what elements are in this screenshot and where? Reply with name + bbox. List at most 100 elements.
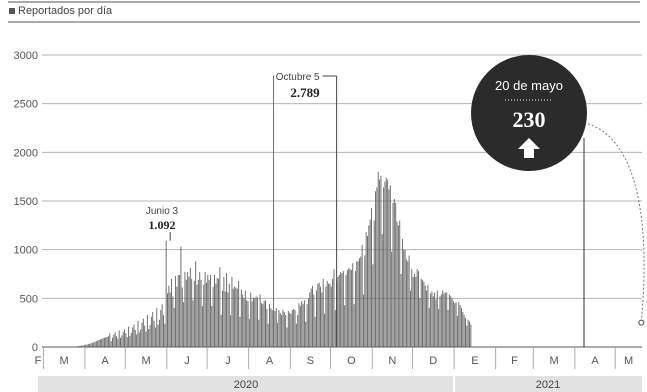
- daily-bar: [301, 301, 303, 347]
- may-20-date-label: 20 de mayo: [495, 78, 563, 93]
- daily-bar: [401, 238, 403, 347]
- daily-bar: [110, 341, 112, 347]
- daily-bar: [452, 301, 454, 347]
- x-month-label: J: [184, 355, 190, 367]
- legend-label: Reportados por día: [18, 5, 113, 17]
- daily-bar: [235, 287, 237, 347]
- daily-bar: [393, 199, 395, 347]
- daily-bar: [79, 345, 81, 347]
- x-month-label: D: [429, 355, 437, 367]
- daily-bar: [467, 319, 469, 347]
- daily-bar: [395, 202, 397, 347]
- daily-bar: [109, 333, 111, 347]
- daily-bar: [309, 292, 311, 347]
- daily-bar: [321, 292, 323, 347]
- daily-bar: [145, 331, 147, 347]
- daily-bar: [197, 279, 199, 347]
- daily-bar: [367, 236, 368, 347]
- daily-bar: [345, 274, 347, 347]
- y-tick-label: 3000: [14, 50, 38, 62]
- daily-bar: [295, 323, 297, 347]
- daily-bar: [156, 308, 158, 347]
- daily-bar: [422, 279, 424, 347]
- daily-bar: [305, 321, 307, 347]
- daily-bar: [78, 346, 80, 347]
- daily-bar: [254, 298, 256, 347]
- daily-bar: [142, 318, 144, 347]
- x-month-label: E: [471, 355, 478, 367]
- daily-bar: [416, 269, 418, 347]
- x-month-label: M: [60, 355, 69, 367]
- daily-bar: [391, 251, 393, 347]
- daily-bar: [380, 175, 382, 347]
- daily-bar: [85, 344, 87, 347]
- daily-bar: [231, 276, 233, 347]
- daily-bar: [172, 296, 174, 347]
- daily-bar: [199, 272, 201, 347]
- daily-bar: [322, 278, 324, 347]
- daily-bar: [252, 297, 254, 347]
- daily-bar: [179, 274, 181, 347]
- daily-bar: [350, 270, 352, 347]
- daily-bar: [332, 278, 334, 347]
- daily-bar: [177, 274, 179, 347]
- daily-bar: [195, 261, 197, 347]
- daily-bar: [424, 285, 426, 347]
- daily-bar: [360, 256, 362, 347]
- x-month-label: F: [35, 355, 42, 367]
- daily-bar: [83, 345, 85, 347]
- daily-bar: [396, 221, 398, 347]
- daily-bar: [470, 324, 472, 347]
- daily-bar: [180, 246, 182, 347]
- daily-bar: [120, 337, 122, 347]
- daily-bar: [431, 291, 433, 347]
- daily-bar: [306, 304, 308, 347]
- daily-bar: [230, 314, 232, 347]
- daily-bar: [260, 303, 262, 347]
- daily-bar: [383, 187, 385, 347]
- daily-bar: [102, 338, 104, 347]
- daily-bar: [313, 294, 315, 347]
- daily-bar: [438, 309, 440, 347]
- x-month-label: A: [591, 355, 599, 367]
- daily-bar: [469, 321, 470, 347]
- daily-bar: [364, 255, 366, 347]
- daily-bar: [334, 310, 336, 347]
- daily-bar: [405, 259, 407, 347]
- daily-bar: [419, 298, 421, 347]
- daily-bar: [330, 286, 332, 347]
- daily-bar: [290, 313, 292, 347]
- daily-bar: [356, 261, 358, 347]
- daily-bar: [149, 325, 151, 347]
- daily-bar: [341, 273, 343, 347]
- daily-bar: [81, 345, 83, 347]
- daily-bar: [439, 296, 441, 347]
- daily-bar: [270, 308, 272, 347]
- daily-bar: [75, 346, 77, 347]
- daily-bar: [362, 294, 364, 347]
- daily-bar: [189, 268, 191, 347]
- daily-bar: [82, 345, 84, 347]
- x-month-label: S: [307, 355, 314, 367]
- daily-bar: [105, 337, 107, 347]
- daily-bar: [454, 303, 456, 347]
- daily-bar: [89, 343, 91, 347]
- daily-bar: [77, 346, 79, 347]
- daily-bar: [267, 323, 269, 347]
- daily-bar: [420, 278, 422, 347]
- daily-bar: [456, 315, 458, 347]
- daily-bar: [373, 220, 375, 347]
- daily-bar: [371, 207, 373, 347]
- daily-bar: [432, 296, 434, 347]
- daily-bar: [358, 258, 360, 347]
- x-month-label: M: [624, 355, 633, 367]
- daily-bar: [418, 271, 419, 347]
- daily-bar: [326, 280, 328, 347]
- daily-bar: [218, 278, 219, 347]
- daily-bar: [458, 302, 460, 347]
- daily-bar: [397, 225, 399, 347]
- daily-bar: [311, 285, 313, 347]
- daily-bar: [372, 264, 374, 347]
- daily-bar: [107, 336, 109, 347]
- daily-bar: [256, 297, 258, 347]
